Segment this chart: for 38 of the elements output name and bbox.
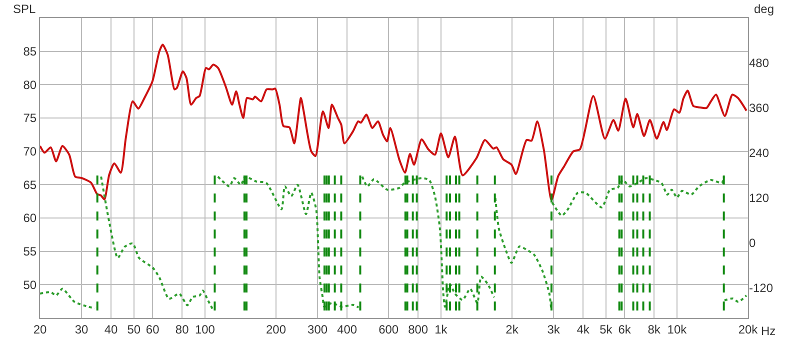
x-axis-title: Hz bbox=[761, 324, 776, 338]
y-tick-label: 60 bbox=[23, 211, 37, 226]
x-tick-label: 10k bbox=[667, 322, 688, 336]
x-tick-label: 60 bbox=[146, 322, 160, 336]
x-tick-label: 800 bbox=[408, 322, 428, 336]
x-tick-label: 50 bbox=[127, 322, 141, 336]
y-tick-label: 85 bbox=[23, 44, 37, 59]
x-tick-label: 400 bbox=[337, 322, 358, 336]
x-tick-label: 20k bbox=[738, 322, 759, 336]
x-tick-label: 20 bbox=[33, 322, 47, 336]
x-tick-label: 1k bbox=[434, 322, 448, 336]
y-tick-label: 50 bbox=[23, 278, 37, 292]
y-tick-label: 75 bbox=[23, 111, 37, 126]
x-tick-label: 300 bbox=[308, 322, 328, 336]
y2-tick-label: 480 bbox=[749, 56, 770, 70]
x-tick-label: 4k bbox=[576, 322, 590, 336]
y-tick-label: 55 bbox=[23, 244, 37, 259]
x-tick-label: 100 bbox=[194, 322, 216, 336]
x-tick-label: 30 bbox=[74, 322, 89, 336]
x-tick-label: 2k bbox=[506, 322, 520, 336]
x-tick-label: 3k bbox=[547, 322, 561, 336]
x-tick-label: 40 bbox=[104, 322, 118, 336]
y-tick-label: 80 bbox=[23, 78, 37, 92]
x-tick-label: 600 bbox=[378, 322, 399, 336]
x-tick-label: 8k bbox=[648, 322, 662, 336]
x-tick-label: 5k bbox=[600, 322, 614, 336]
y-tick-label: 65 bbox=[23, 178, 37, 192]
x-tick-label: 6k bbox=[618, 322, 632, 336]
x-tick-label: 80 bbox=[175, 322, 190, 336]
y2-tick-label: 240 bbox=[749, 146, 770, 160]
y2-tick-label: -120 bbox=[749, 281, 774, 296]
y2-tick-label: 360 bbox=[749, 101, 770, 116]
y2-tick-label: 0 bbox=[749, 236, 756, 250]
y-axis-title: SPL bbox=[13, 2, 36, 16]
x-tick-label: 200 bbox=[266, 322, 286, 336]
y-tick-label: 70 bbox=[23, 144, 37, 159]
y2-tick-label: 120 bbox=[749, 191, 770, 206]
y2-axis-title: deg bbox=[754, 2, 774, 16]
